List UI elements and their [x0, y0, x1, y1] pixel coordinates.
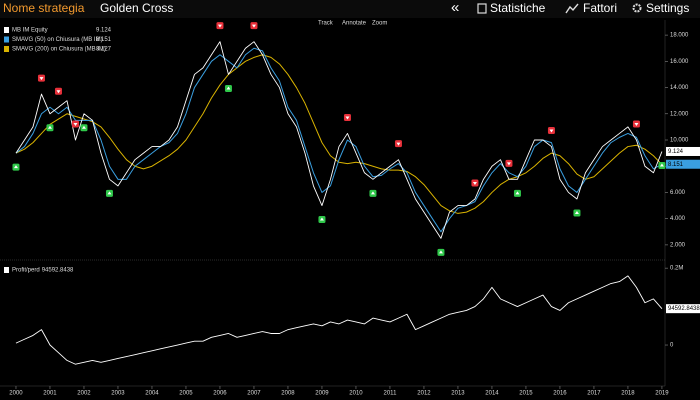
series-line [15, 47, 663, 233]
legend-swatch [4, 46, 9, 52]
y-tick-label: 10.000 [670, 138, 689, 144]
legend-label: SMAVG (200) on Chiusura (MB IM) [12, 47, 106, 53]
signal-arrow [47, 125, 52, 129]
y-tick-label: 16.000 [670, 59, 689, 65]
signal-arrow [472, 182, 477, 185]
signal-arrow [634, 123, 639, 126]
x-tick-label: 2007 [247, 391, 261, 397]
legend-value: 94592.8438 [42, 268, 74, 274]
signal-arrow [251, 24, 256, 28]
y-tick-label: 12.000 [670, 111, 689, 117]
last-value-label: 8.151 [668, 162, 684, 168]
x-tick-label: 2018 [621, 391, 635, 397]
legend-swatch [4, 267, 9, 273]
legend-label: Profit/perd [12, 268, 40, 274]
x-tick-label: 2011 [384, 391, 398, 397]
header-bar [0, 0, 700, 18]
x-tick-label: 2005 [179, 391, 193, 397]
signal-arrow [370, 191, 375, 195]
signal-arrow [39, 77, 44, 81]
signal-arrow [549, 129, 554, 133]
signal-arrow [319, 217, 324, 221]
legend-value: 8.151 [96, 37, 112, 43]
x-tick-label: 2009 [315, 391, 329, 397]
signal-arrow [226, 86, 231, 90]
series-line [15, 275, 663, 365]
toolbar-button[interactable]: Zoom [372, 21, 387, 27]
last-value-label: 9.124 [668, 149, 684, 155]
toolbar-button[interactable]: Annotate [342, 21, 367, 27]
signal-arrow [217, 24, 222, 28]
legend-swatch [4, 27, 9, 33]
signal-arrow [506, 162, 511, 166]
signal-arrow [659, 163, 664, 167]
y-tick-label: 6.000 [670, 190, 686, 196]
button[interactable]: Statistiche [490, 1, 546, 15]
legend-value: 8.127 [96, 47, 112, 53]
last-value-box [666, 304, 700, 314]
x-tick-label: 2017 [587, 391, 601, 397]
strategy-label: Nome strategia [3, 1, 85, 15]
signal-arrow [81, 125, 86, 129]
signal-arrow [438, 250, 443, 254]
series-line [15, 41, 663, 239]
legend-swatch [4, 36, 9, 43]
x-tick-label: 2003 [111, 391, 125, 397]
stats-icon [477, 3, 487, 14]
button[interactable]: Settings [646, 1, 689, 15]
last-value-label: 94592.8438 [668, 306, 700, 312]
legend-label: SMAVG (50) on Chiusura (MB IM) [12, 37, 103, 43]
x-tick-label: 2006 [213, 391, 227, 397]
x-tick-label: 2012 [417, 391, 431, 397]
series-line [15, 54, 663, 214]
x-tick-label: 2002 [77, 391, 91, 397]
x-tick-label: 2010 [349, 391, 363, 397]
legend-value: 9.124 [96, 28, 112, 34]
signal-arrow [574, 211, 579, 214]
x-tick-label: 2001 [43, 391, 57, 397]
y-tick-label: 2.000 [670, 242, 686, 248]
x-tick-label: 2019 [655, 391, 669, 397]
signal-arrow [56, 90, 61, 94]
factors-icon [565, 3, 579, 14]
last-value-box [666, 146, 700, 156]
y-tick-label: 14.000 [670, 85, 689, 91]
legend-label: MB IM Equity [12, 28, 48, 34]
y-tick-label: 0.2M [670, 266, 683, 272]
strategy-name: Golden Cross [100, 1, 173, 15]
signal-arrow [73, 123, 78, 126]
signal-arrow [345, 116, 350, 120]
toolbar-button[interactable]: Track [318, 21, 334, 27]
x-tick-label: 2000 [9, 391, 23, 397]
signal-arrow [515, 191, 520, 195]
x-tick-label: 2014 [485, 391, 499, 397]
y-tick-label: 4.000 [670, 216, 686, 222]
collapse-button[interactable]: « [451, 0, 459, 16]
x-tick-label: 2016 [553, 391, 567, 397]
signal-arrow [396, 142, 401, 146]
y-tick-label: 0 [670, 343, 674, 349]
settings-icon [632, 3, 642, 13]
last-value-box [666, 159, 700, 169]
x-tick-label: 2015 [519, 391, 533, 397]
x-tick-label: 2004 [145, 391, 159, 397]
x-tick-label: 2013 [451, 391, 465, 397]
x-tick-label: 2008 [281, 391, 295, 397]
y-tick-label: 18.000 [670, 33, 689, 39]
button[interactable]: Fattori [583, 1, 617, 15]
signal-arrow [13, 165, 18, 169]
signal-arrow [107, 191, 112, 195]
